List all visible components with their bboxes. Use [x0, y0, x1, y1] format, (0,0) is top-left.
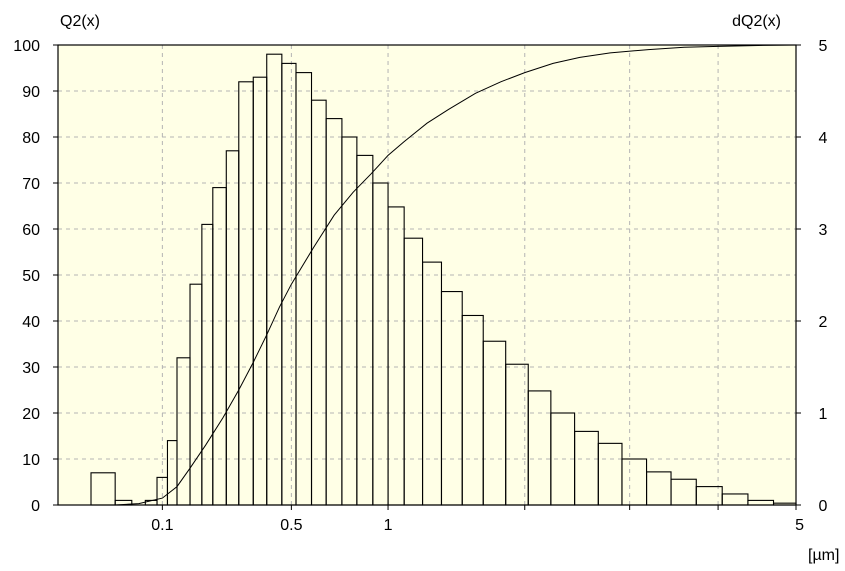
right-tick-label: 3: [819, 222, 828, 239]
right-tick-label: 4: [819, 130, 828, 147]
right-tick-label: 2: [819, 314, 828, 331]
right-axis-title: dQ2(x): [732, 13, 781, 30]
left-tick-label: 70: [22, 176, 40, 193]
grid-lines: [58, 45, 796, 505]
left-tick-label: 60: [22, 222, 40, 239]
x-tick-label: 5: [795, 517, 804, 534]
right-tick-label: 5: [819, 38, 828, 55]
left-tick-label: 40: [22, 314, 40, 331]
left-tick-label: 0: [31, 498, 40, 515]
right-tick-label: 0: [819, 498, 828, 515]
left-tick-label: 30: [22, 360, 40, 377]
left-tick-label: 90: [22, 84, 40, 101]
left-tick-label: 100: [13, 38, 40, 55]
left-tick-label: 10: [22, 452, 40, 469]
right-tick-label: 1: [819, 406, 828, 423]
right-axis-ticks: 0 1 2 3 4 5: [796, 38, 828, 515]
x-axis-ticks: 0.1 0.5 1 5: [151, 505, 804, 534]
x-tick-label: 0.1: [151, 517, 173, 534]
cumulative-curve: [115, 44, 797, 506]
left-tick-label: 80: [22, 130, 40, 147]
left-axis-ticks: 0 10 20 30 40 50 60 70 80 90 100: [13, 38, 58, 515]
x-tick-label: 1: [384, 517, 393, 534]
x-axis-unit: [µm]: [808, 547, 839, 564]
left-tick-label: 50: [22, 268, 40, 285]
x-tick-label: 0.5: [280, 517, 302, 534]
left-axis-title: Q2(x): [60, 13, 100, 30]
left-tick-label: 20: [22, 406, 40, 423]
